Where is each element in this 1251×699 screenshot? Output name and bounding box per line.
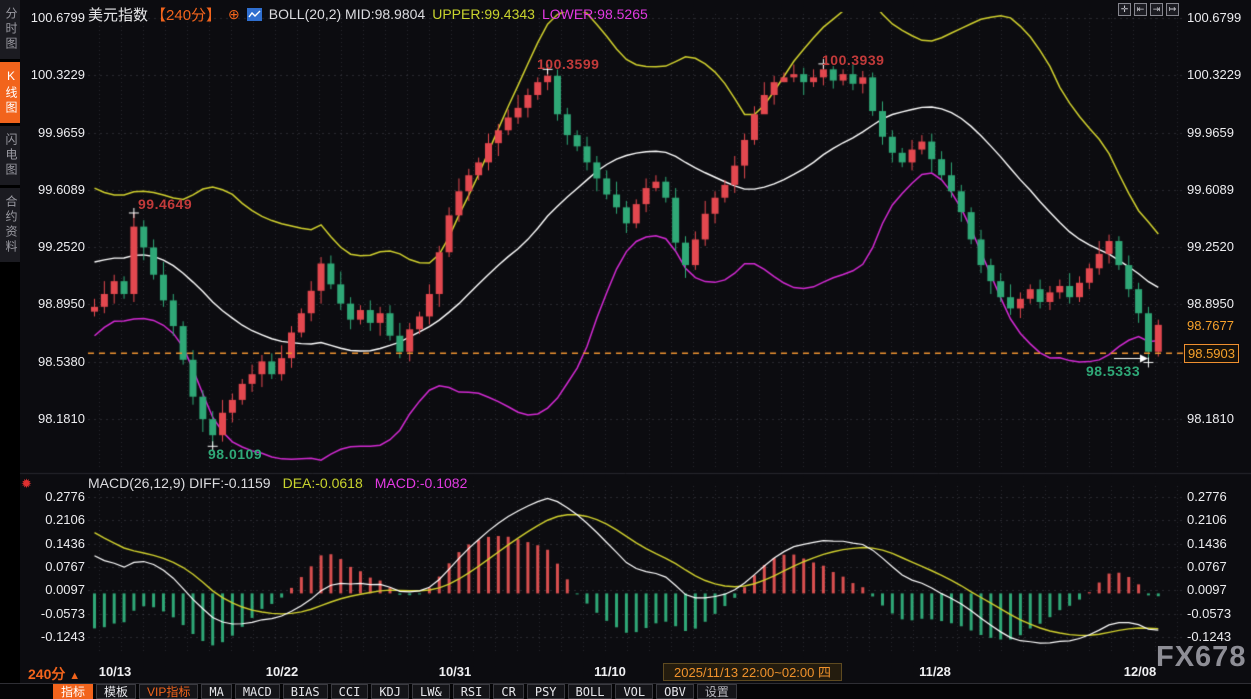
toolbar-button-templates[interactable]: 模板 [96,684,136,699]
macd-axis-label: 0.0097 [22,582,85,598]
sidebar-item-contract-info[interactable]: 合约资料 [0,188,20,262]
last-price-badge: 98.7677 [1184,317,1237,334]
price-axis-label: 100.3229 [1187,67,1249,83]
macd-value-label: MACD:-0.1082 [375,475,468,491]
chart-type-icon[interactable] [247,8,262,21]
macd-axis-label: 0.0767 [1187,559,1249,575]
toolbar-button-cr[interactable]: CR [493,684,523,699]
period-indicator[interactable]: 240分 ▲ [28,664,80,684]
macd-axis-label: -0.1243 [22,629,85,645]
macd-axis-label: -0.0573 [22,606,85,622]
swing-high-label: 100.3599 [537,56,599,72]
macd-marker-icon: ✹ [21,476,32,492]
macd-axis-label: 0.0767 [22,559,85,575]
date-tick: 10/13 [85,664,145,679]
macd-dea-label: DEA:-0.0618 [283,475,363,491]
price-axis-label: 98.8950 [22,296,85,312]
macd-axis-label: 0.2106 [22,512,85,528]
price-axis-label: 98.8950 [1187,296,1249,312]
indicator-toolbar: 指标 模板 VIP指标 MA MACD BIAS CCI KDJ LW& RSI… [0,683,1251,699]
period-label: 【240分】 [151,4,221,25]
macd-axis-label: -0.0573 [1187,606,1249,622]
crosshair-price-badge: 98.5903 [1184,344,1239,363]
boll-indicator-label: BOLL(20,2) MID:98.9804 [269,6,425,22]
price-axis-label: 99.6089 [22,182,85,198]
chart-header: 美元指数 【240分】 ⊕ BOLL(20,2) MID:98.9804 UPP… [88,5,648,23]
toolbar-button-macd[interactable]: MACD [235,684,280,699]
period-arrow-icon: ▲ [69,670,80,682]
date-tick: 10/31 [425,664,485,679]
boll-upper-label: UPPER:99.4343 [432,6,535,22]
chart-canvas[interactable] [0,0,1251,699]
date-tick: 10/22 [252,664,312,679]
toolbar-button-vol[interactable]: VOL [615,684,653,699]
price-axis-label: 99.9659 [1187,125,1249,141]
date-tick: 11/10 [580,664,640,679]
macd-axis-label: 0.1436 [1187,536,1249,552]
crosshair-icon[interactable]: ✛ [1118,3,1131,16]
toolbar-button-bias[interactable]: BIAS [283,684,328,699]
toolbar-button-indicators[interactable]: 指标 [53,684,93,699]
price-axis-label: 98.1810 [22,411,85,427]
price-axis-label: 99.2520 [1187,239,1249,255]
price-axis-label: 99.2520 [22,239,85,255]
symbol-title: 美元指数 [88,4,148,25]
swing-high-label: 99.4649 [138,196,192,212]
add-indicator-icon[interactable]: ⊕ [228,6,240,23]
date-tick: 11/28 [905,664,965,679]
sidebar-item-lightning[interactable]: 闪电图 [0,126,20,185]
crosshair-date-tooltip: 2025/11/13 22:00~02:00 四 [663,663,842,681]
macd-axis-label: 0.2106 [1187,512,1249,528]
toolbar-button-rsi[interactable]: RSI [453,684,491,699]
watermark: FX678 [1156,641,1246,674]
price-axis-label: 100.3229 [22,67,85,83]
sidebar: 分时图 K线图 闪电图 合约资料 [0,0,20,699]
price-axis-label: 98.1810 [1187,411,1249,427]
toolbar-button-psy[interactable]: PSY [527,684,565,699]
toolbar-button-cci[interactable]: CCI [331,684,369,699]
toolbar-button-obv[interactable]: OBV [656,684,694,699]
zoom-in-icon[interactable]: ⇥ [1150,3,1163,16]
toolbar-button-settings[interactable]: 设置 [697,684,737,699]
zoom-out-icon[interactable]: ⇤ [1134,3,1147,16]
macd-axis-label: 0.0097 [1187,582,1249,598]
swing-low-label: 98.0109 [208,446,262,462]
macd-indicator-label: MACD(26,12,9) DIFF:-0.1159 [88,475,271,491]
toolbar-button-kdj[interactable]: KDJ [371,684,409,699]
toolbar-button-lwr[interactable]: LW& [412,684,450,699]
pan-right-icon[interactable]: ↦ [1166,3,1179,16]
sidebar-item-kline[interactable]: K线图 [0,62,20,123]
price-axis-label: 100.6799 [1187,10,1249,26]
trading-chart-app: 分时图 K线图 闪电图 合约资料 美元指数 【240分】 ⊕ BOLL(20,2… [0,0,1251,699]
chart-tools: ✛ ⇤ ⇥ ↦ [1118,3,1179,16]
price-axis-label: 100.6799 [22,10,85,26]
sidebar-item-timeshare[interactable]: 分时图 [0,0,20,59]
price-axis-label: 98.5380 [22,354,85,370]
price-axis-label: 99.9659 [22,125,85,141]
swing-low-label: 98.5333 [1086,363,1140,379]
toolbar-button-vip-indicators[interactable]: VIP指标 [139,684,198,699]
boll-lower-label: LOWER:98.5265 [542,6,648,22]
price-axis-label: 99.6089 [1187,182,1249,198]
date-axis: 240分 ▲ 10/13 10/22 10/31 11/10 11/28 12/… [0,662,1251,683]
macd-axis-label: 0.1436 [22,536,85,552]
toolbar-button-ma[interactable]: MA [201,684,231,699]
macd-axis-label: 0.2776 [1187,489,1249,505]
macd-header: MACD(26,12,9) DIFF:-0.1159 DEA:-0.0618 M… [88,475,467,491]
toolbar-button-boll[interactable]: BOLL [568,684,613,699]
swing-high-label: 100.3939 [822,52,884,68]
